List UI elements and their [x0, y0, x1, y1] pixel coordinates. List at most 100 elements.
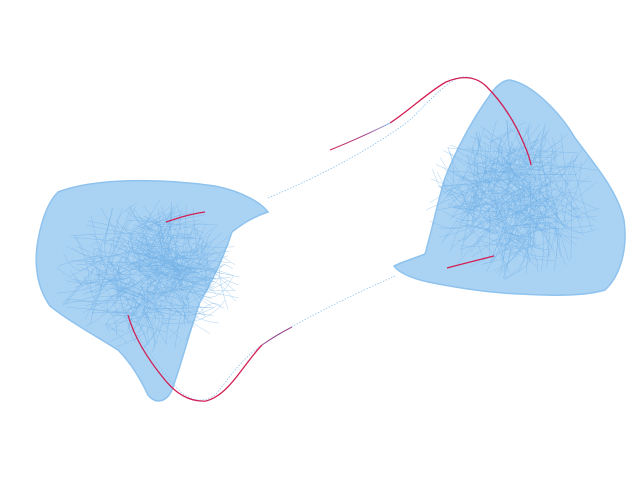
texture-stroke	[106, 294, 182, 341]
texture-stroke	[537, 191, 584, 224]
texture-stroke	[160, 254, 188, 258]
texture-stroke	[494, 224, 534, 247]
texture-stroke	[513, 190, 523, 236]
texture-stroke	[91, 216, 120, 281]
texture-stroke	[443, 150, 508, 197]
texture-stroke	[473, 165, 491, 224]
texture-stroke	[191, 252, 214, 307]
left-lobe-body	[35, 179, 270, 402]
texture-stroke	[143, 311, 181, 349]
texture-stroke	[183, 280, 195, 288]
texture-stroke	[460, 184, 473, 256]
texture-stroke	[66, 245, 137, 282]
texture-stroke	[524, 139, 540, 171]
texture-stroke	[143, 205, 189, 245]
texture-stroke	[92, 242, 102, 283]
texture-stroke	[489, 121, 526, 143]
texture-stroke	[449, 191, 484, 226]
texture-stroke	[168, 233, 195, 257]
texture-stroke	[473, 127, 490, 172]
texture-stroke	[162, 238, 187, 272]
texture-stroke	[477, 236, 518, 265]
texture-stroke	[465, 167, 511, 213]
texture-stroke	[69, 269, 82, 286]
texture-stroke	[493, 118, 561, 172]
texture-stroke	[426, 190, 484, 222]
texture-stroke	[478, 135, 527, 195]
texture-stroke	[543, 149, 553, 202]
texture-stroke	[537, 187, 570, 235]
texture-stroke	[173, 248, 216, 293]
texture-stroke	[463, 221, 506, 281]
texture-stroke	[113, 206, 126, 258]
texture-stroke	[149, 262, 240, 282]
texture-stroke	[125, 212, 165, 268]
texture-stroke	[65, 299, 117, 337]
texture-stroke	[116, 262, 124, 285]
texture-stroke	[94, 270, 148, 299]
texture-stroke	[186, 226, 206, 256]
texture-stroke	[460, 242, 505, 247]
left-inner-trajectory	[165, 211, 206, 223]
texture-stroke	[440, 157, 511, 182]
texture-stroke	[151, 314, 163, 353]
texture-stroke	[451, 204, 500, 248]
lower-trajectory	[127, 314, 263, 402]
texture-stroke	[66, 281, 119, 314]
texture-stroke	[184, 242, 213, 290]
texture-stroke	[429, 182, 479, 206]
texture-stroke	[157, 202, 179, 245]
texture-stroke	[159, 247, 191, 275]
texture-stroke	[125, 209, 203, 240]
texture-stroke	[154, 246, 231, 280]
texture-stroke	[127, 288, 145, 331]
texture-stroke	[560, 187, 581, 218]
texture-stroke	[72, 291, 162, 302]
texture-stroke	[135, 238, 163, 257]
texture-stroke	[142, 204, 183, 250]
texture-stroke	[105, 323, 128, 344]
texture-stroke	[527, 215, 536, 219]
texture-stroke	[186, 222, 210, 257]
texture-stroke	[529, 139, 578, 153]
texture-stroke	[462, 180, 504, 217]
texture-stroke	[149, 306, 216, 316]
texture-stroke	[161, 255, 212, 294]
texture-stroke	[139, 233, 181, 285]
texture-stroke	[456, 169, 498, 181]
texture-stroke	[175, 230, 214, 273]
texture-stroke	[489, 124, 540, 193]
texture-stroke	[489, 193, 522, 235]
texture-stroke	[133, 252, 171, 262]
texture-stroke	[150, 212, 193, 238]
texture-stroke	[568, 205, 597, 218]
texture-stroke	[162, 253, 210, 271]
texture-stroke	[507, 122, 546, 201]
texture-stroke	[117, 199, 160, 273]
texture-stroke	[498, 126, 529, 188]
texture-stroke	[497, 155, 518, 178]
texture-stroke	[147, 268, 172, 324]
texture-stroke	[435, 164, 493, 213]
texture-stroke	[153, 287, 212, 326]
texture-stroke	[114, 289, 149, 297]
texture-stroke	[131, 279, 161, 342]
texture-stroke	[186, 235, 230, 282]
texture-stroke	[182, 245, 204, 254]
texture-stroke	[162, 300, 226, 324]
texture-stroke	[537, 213, 555, 226]
upper-trajectory-fade	[329, 122, 391, 151]
texture-stroke	[469, 136, 503, 166]
texture-stroke	[143, 251, 197, 273]
texture-stroke	[167, 239, 180, 252]
texture-stroke	[500, 215, 536, 272]
texture-stroke	[72, 237, 139, 261]
texture-stroke	[439, 170, 508, 187]
texture-stroke	[507, 162, 512, 179]
texture-stroke	[504, 223, 537, 267]
texture-stroke	[113, 267, 130, 329]
texture-stroke	[125, 248, 129, 266]
texture-stroke	[508, 205, 555, 261]
texture-stroke	[125, 210, 180, 233]
texture-stroke	[563, 192, 572, 260]
